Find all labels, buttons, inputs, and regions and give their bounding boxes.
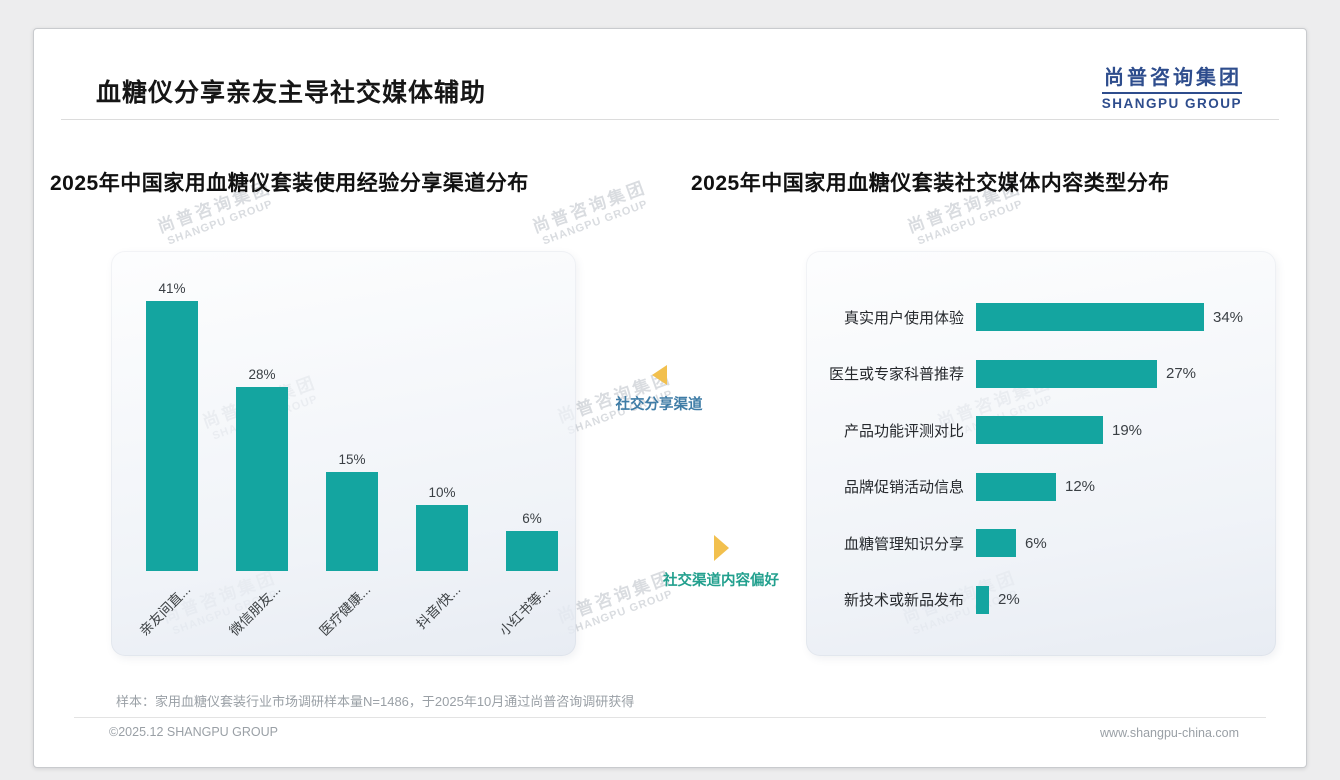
vertical-chart-category-labels: 亲友间直... 微信朋友... 医疗健康... 抖音/快... 小红书等...	[111, 571, 576, 656]
bar-value-label: 41%	[158, 281, 186, 296]
chart-row: 产品功能评测对比 19%	[806, 402, 1276, 459]
chart-row: 医生或专家科普推荐 27%	[806, 346, 1276, 403]
bar	[416, 505, 468, 571]
brand-logo: 尚普咨询集团 SHANGPU GROUP	[1101, 61, 1242, 113]
bar	[976, 585, 989, 614]
horizontal-bar-chart: 真实用户使用体验 34% 医生或专家科普推荐 27% 产品功能评测对比 19% 品牌促销活动…	[806, 289, 1276, 628]
bar	[976, 529, 1016, 558]
bar	[976, 303, 1204, 332]
brand-name-en: SHANGPU GROUP	[1101, 92, 1242, 111]
bar	[146, 301, 198, 571]
copyright-text: ©2025.12 SHANGPU GROUP	[109, 725, 278, 739]
bar	[976, 416, 1103, 445]
report-card: 尚普咨询集团 SHANGPU GROUP 尚普咨询集团 SHANGPU GROUP 尚普…	[33, 28, 1307, 768]
bar-value-label: 15%	[338, 452, 366, 467]
bar	[326, 472, 378, 571]
bar-value-label: 2%	[998, 591, 1020, 609]
category-label: 真实用户使用体验	[843, 309, 964, 327]
category-label: 医生或专家科普推荐	[828, 366, 964, 384]
annotation-content-preference: 社交渠道内容偏好	[630, 535, 812, 590]
annotation-content-preference-label: 社交渠道内容偏好	[663, 573, 779, 589]
chart-row: 品牌促销活动信息 12%	[806, 459, 1276, 516]
header-divider	[61, 119, 1279, 120]
category-label: 品牌促销活动信息	[843, 479, 964, 497]
bar-value-label: 34%	[1213, 308, 1244, 326]
bar-value-label: 27%	[1166, 365, 1197, 383]
bar-value-label: 10%	[428, 485, 456, 500]
left-arrow-icon	[651, 365, 667, 385]
category-label: 产品功能评测对比	[843, 422, 964, 440]
bar	[236, 387, 288, 571]
left-chart-title: 2025年中国家用血糖仪套装使用经验分享渠道分布	[50, 172, 529, 195]
bar-column: 15%	[326, 251, 378, 571]
bar-value-label: 6%	[522, 511, 542, 526]
chart-row: 血糖管理知识分享 6%	[806, 515, 1276, 572]
category-label: 微信朋友...	[226, 581, 284, 639]
bar-value-label: 6%	[1025, 534, 1047, 552]
right-arrow-icon	[713, 535, 729, 561]
brand-name-cn: 尚普咨询集团	[1104, 67, 1242, 89]
right-chart-title: 2025年中国家用血糖仪套装社交媒体内容类型分布	[691, 172, 1170, 195]
footer-divider	[74, 717, 1266, 718]
bar-value-label: 19%	[1112, 421, 1143, 439]
bar-column: 28%	[236, 251, 288, 571]
category-label: 血糖管理知识分享	[843, 535, 964, 553]
bar-column: 10%	[416, 251, 468, 571]
left-chart-panel: 亲友间直... 微信朋友... 医疗健康... 抖音/快... 小红书等... 41% 2…	[111, 251, 576, 656]
page-title: 血糖仪分享亲友主导社交媒体辅助	[96, 79, 487, 107]
category-label: 新技术或新品发布	[843, 592, 964, 610]
bar	[506, 531, 558, 571]
bar-value-label: 28%	[248, 367, 276, 382]
vertical-bar-chart: 亲友间直... 微信朋友... 医疗健康... 抖音/快... 小红书等... 41% 2…	[111, 251, 576, 656]
website-text: www.shangpu-china.com	[1100, 726, 1239, 740]
bar	[976, 472, 1056, 501]
chart-row: 真实用户使用体验 34%	[806, 289, 1276, 346]
bar	[976, 359, 1157, 388]
category-label: 抖音/快...	[413, 581, 464, 632]
annotation-share-channel: 社交分享渠道	[589, 365, 729, 414]
sample-note: 样本：家用血糖仪套装行业市场调研样本量N=1486，于2025年10月通过尚普咨…	[116, 694, 635, 709]
right-chart-panel: 真实用户使用体验 34% 医生或专家科普推荐 27% 产品功能评测对比 19% 品牌促销活动…	[806, 251, 1276, 656]
category-label: 医疗健康...	[316, 581, 374, 639]
bar-column: 6%	[506, 251, 558, 571]
category-label: 亲友间直...	[136, 581, 194, 639]
annotation-share-channel-label: 社交分享渠道	[615, 397, 703, 413]
bar-value-label: 12%	[1065, 478, 1096, 496]
chart-row: 新技术或新品发布 2%	[806, 572, 1276, 629]
category-label: 小红书等...	[496, 581, 554, 639]
bar-column: 41%	[146, 251, 198, 571]
